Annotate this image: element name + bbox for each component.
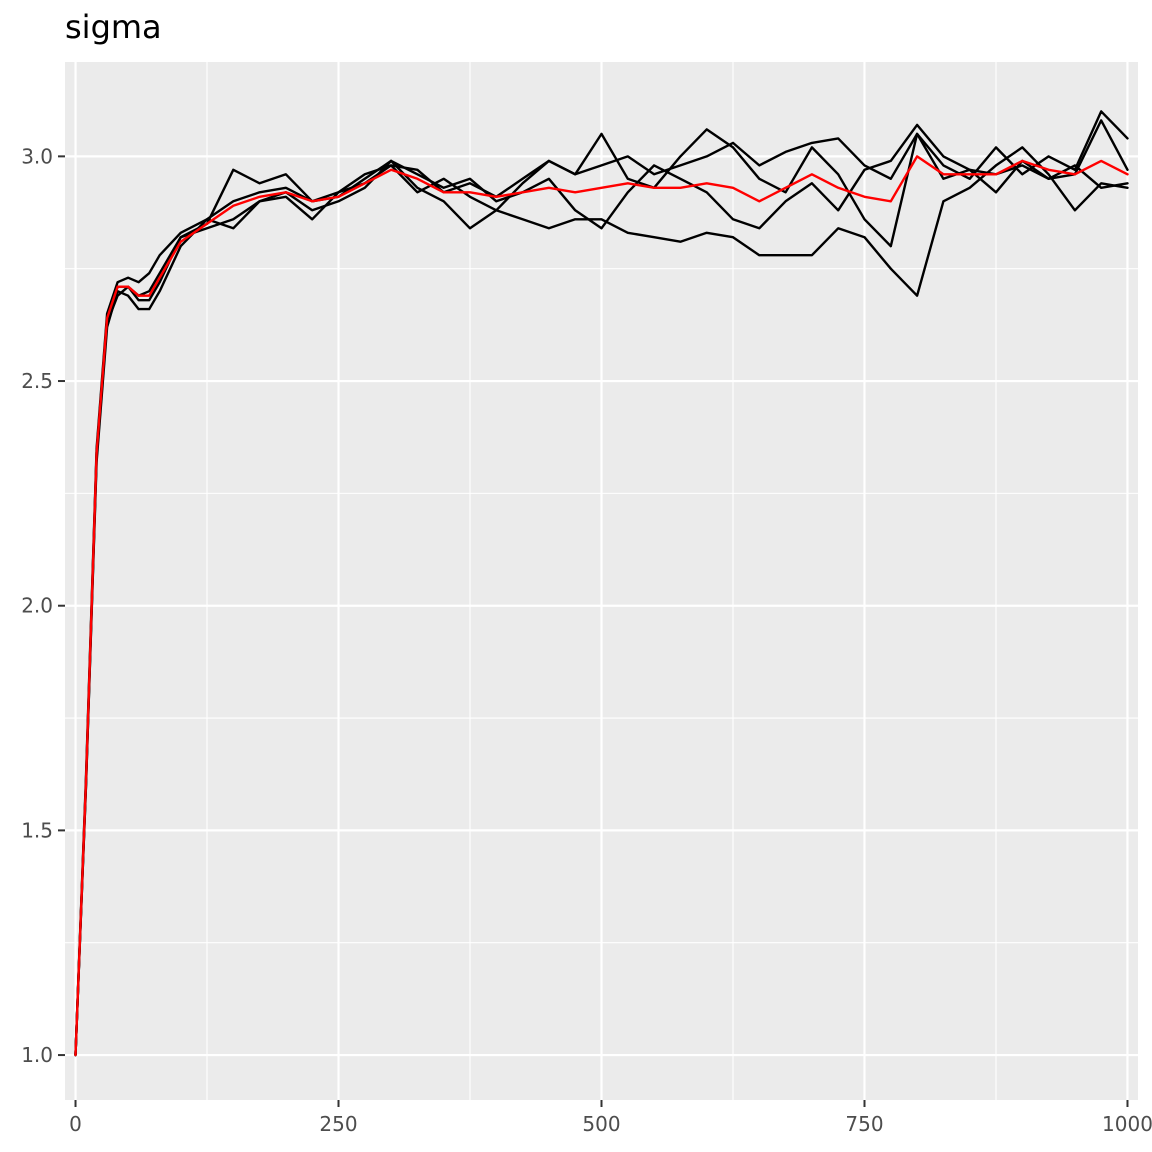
series-line-chain-1: [74, 110, 1129, 1057]
x-tick-label: 750: [845, 1112, 883, 1136]
y-tick-label: 2.0: [21, 594, 53, 618]
y-tick-label: 1.5: [21, 818, 53, 842]
x-axis: 0 250 500 750 1000: [69, 1100, 1152, 1136]
series-line-chain-4: [74, 146, 1129, 1057]
y-tick-label: 3.0: [21, 144, 53, 168]
y-tick-label: 2.5: [21, 369, 53, 393]
series-line-mean: [74, 155, 1129, 1057]
x-tick-label: 1000: [1102, 1112, 1152, 1136]
major-gridlines: [65, 62, 1138, 1100]
y-axis: 1.0 1.5 2.0 2.5 3.0: [21, 144, 65, 1067]
x-tick-label: 0: [69, 1112, 82, 1136]
x-tick-label: 250: [319, 1112, 357, 1136]
series-line-chain-2: [74, 123, 1129, 1057]
chart-title: sigma: [65, 8, 162, 46]
series-layer: [74, 110, 1129, 1057]
x-tick-label: 500: [582, 1112, 620, 1136]
y-tick-label: 1.0: [21, 1043, 53, 1067]
series-line-chain-3: [74, 119, 1129, 1057]
